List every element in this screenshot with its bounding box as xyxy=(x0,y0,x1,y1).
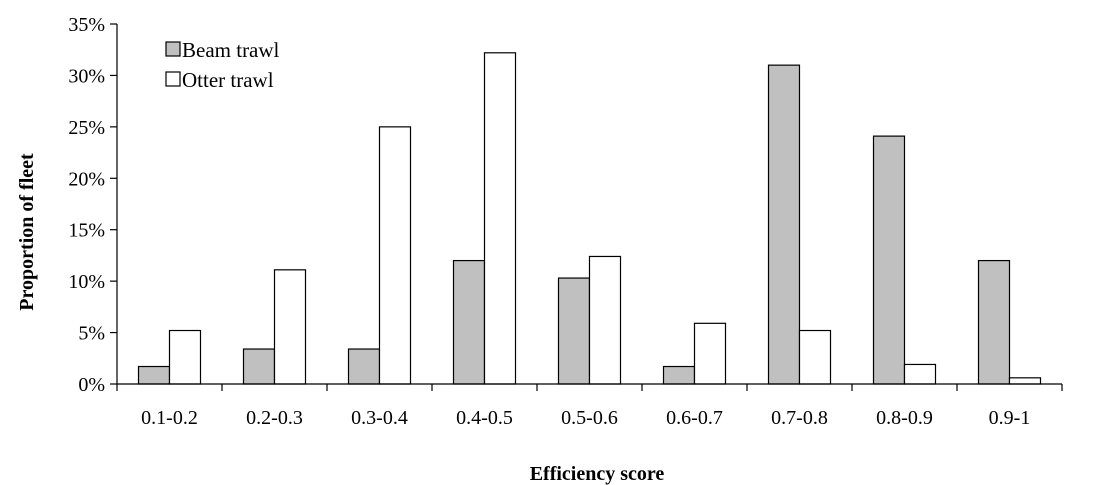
legend: Beam trawl Otter trawl xyxy=(165,38,280,92)
y-tick-label: 25% xyxy=(68,117,105,139)
x-tick-label: 0.1-0.2 xyxy=(141,407,198,429)
bar-otter-trawl xyxy=(483,52,517,385)
x-tick-label: 0.3-0.4 xyxy=(351,407,408,429)
x-tick-label: 0.4-0.5 xyxy=(456,407,513,429)
x-tick-label: 0.8-0.9 xyxy=(876,407,933,429)
x-tick-label: 0.2-0.3 xyxy=(246,407,303,429)
bar-beam-trawl xyxy=(767,64,801,385)
y-tick-label: 20% xyxy=(68,168,105,190)
bar-otter-trawl xyxy=(1008,377,1042,385)
y-axis-ticks: 0% 5% 10% 15% 20% 25% 30% 35% xyxy=(68,14,117,396)
legend-swatch-beam-trawl xyxy=(165,41,181,57)
bars xyxy=(137,52,1042,385)
bar-otter-trawl xyxy=(588,255,622,385)
x-axis-title: Efficiency score xyxy=(530,463,665,485)
legend-label-beam-trawl: Beam trawl xyxy=(182,38,280,62)
bar-beam-trawl xyxy=(347,348,381,385)
legend-label-otter-trawl: Otter trawl xyxy=(182,68,274,92)
x-tick-label: 0.9-1 xyxy=(989,407,1031,429)
y-tick-label: 35% xyxy=(68,14,105,36)
x-axis-ticks: 0.1-0.2 0.2-0.3 0.3-0.4 0.4-0.5 0.5-0.6 0.6-0… xyxy=(116,384,1063,429)
bar-beam-trawl xyxy=(137,365,171,385)
bar-beam-trawl xyxy=(452,259,486,385)
bar-beam-trawl xyxy=(977,259,1011,385)
y-tick-label: 15% xyxy=(68,220,105,242)
x-tick-label: 0.7-0.8 xyxy=(771,407,828,429)
bar-otter-trawl xyxy=(903,363,937,385)
y-tick-label: 0% xyxy=(78,374,105,396)
y-axis-title: Proportion of fleet xyxy=(16,153,38,311)
bar-otter-trawl xyxy=(798,329,832,385)
x-tick-label: 0.5-0.6 xyxy=(561,407,618,429)
y-tick-label: 10% xyxy=(68,271,105,293)
bar-otter-trawl xyxy=(168,329,202,385)
x-tick-label: 0.6-0.7 xyxy=(666,407,723,429)
bar-otter-trawl xyxy=(273,269,307,385)
bar-beam-trawl xyxy=(872,135,906,385)
bar-otter-trawl xyxy=(378,126,412,385)
y-tick-label: 5% xyxy=(78,323,105,345)
y-tick-label: 30% xyxy=(68,65,105,87)
bar-otter-trawl xyxy=(693,322,727,385)
bar-beam-trawl xyxy=(557,277,591,385)
legend-swatch-otter-trawl xyxy=(165,71,181,87)
bar-beam-trawl xyxy=(662,365,696,385)
bar-beam-trawl xyxy=(242,348,276,385)
